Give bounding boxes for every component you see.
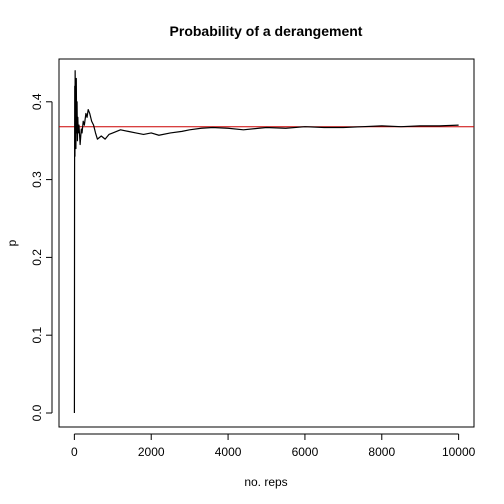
x-axis-label: no. reps <box>244 475 287 489</box>
y-tick-label: 0.1 <box>30 327 44 344</box>
x-tick-label: 6000 <box>292 445 319 459</box>
y-tick-label: 0.4 <box>30 93 44 110</box>
x-tick-label: 4000 <box>215 445 242 459</box>
y-axis: 0.0 0.1 0.2 0.3 0.4 <box>30 93 53 421</box>
x-tick-label: 0 <box>71 445 78 459</box>
x-tick-label: 2000 <box>138 445 165 459</box>
y-axis-label: p <box>5 239 19 246</box>
y-tick-label: 0.0 <box>30 404 44 421</box>
x-axis: 0 2000 4000 6000 8000 10000 <box>71 433 476 459</box>
plot-marks <box>59 70 474 414</box>
y-tick-label: 0.3 <box>30 171 44 188</box>
x-tick-label: 10000 <box>442 445 476 459</box>
x-tick-label: 8000 <box>368 445 395 459</box>
plot-box <box>58 58 475 428</box>
series-line-0 <box>73 70 459 414</box>
chart-title: Probability of a derangement <box>170 23 363 39</box>
y-tick-label: 0.2 <box>30 249 44 266</box>
